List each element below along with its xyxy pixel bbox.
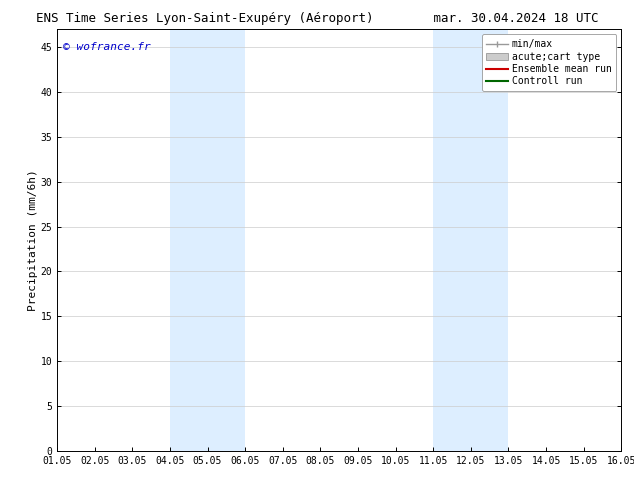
Bar <box>433 29 508 451</box>
Y-axis label: Precipitation (mm/6h): Precipitation (mm/6h) <box>28 169 37 311</box>
Legend: min/max, acute;cart type, Ensemble mean run, Controll run: min/max, acute;cart type, Ensemble mean … <box>482 34 616 91</box>
Text: ENS Time Series Lyon-Saint-Exupéry (Aéroport)        mar. 30.04.2024 18 UTC: ENS Time Series Lyon-Saint-Exupéry (Aéro… <box>36 12 598 25</box>
Bar <box>170 29 245 451</box>
Text: © wofrance.fr: © wofrance.fr <box>63 42 150 52</box>
